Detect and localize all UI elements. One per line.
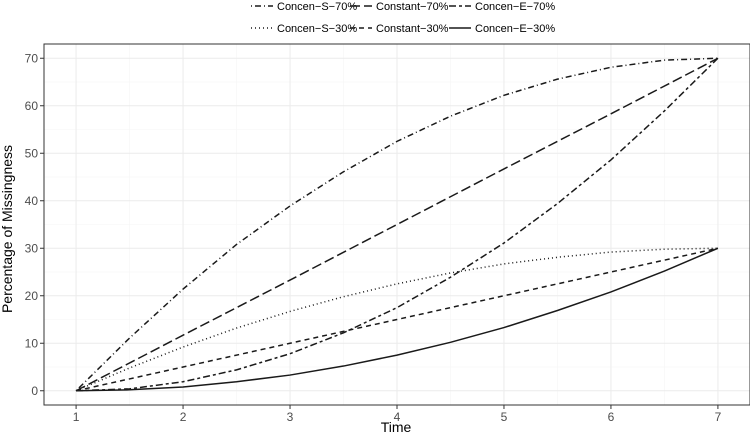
x-tick-label: 2: [180, 410, 187, 424]
legend-label: Concen−E−70%: [475, 1, 555, 13]
legend-item: Concen−E−70%: [449, 1, 555, 13]
y-tick-label: 60: [25, 99, 39, 113]
series-line: [76, 247, 719, 392]
plot-panel: [44, 44, 750, 405]
y-tick-label: 10: [25, 336, 39, 350]
legend-item: Concen−E−30%: [449, 23, 555, 35]
x-axis-title: Time: [381, 419, 412, 435]
x-tick-label: 1: [73, 410, 80, 424]
series-line: [76, 57, 719, 392]
legend-label: Concen−S−70%: [277, 1, 357, 13]
legend-label: Constant−30%: [376, 23, 449, 35]
legend-item: Constant−70%: [350, 1, 449, 13]
legend-label: Concen−E−30%: [475, 23, 555, 35]
series-line: [75, 247, 719, 392]
y-tick-label: 50: [25, 146, 39, 160]
legend-item: Constant−30%: [350, 23, 449, 35]
legend-item: Concen−S−30%: [251, 23, 357, 35]
legend-item: Concen−S−70%: [251, 1, 357, 13]
y-axis-title: Percentage of Missingness: [0, 145, 15, 313]
legend: Concen−S−70% Constant−70% Concen−E−70% Conc…: [251, 1, 555, 35]
x-tick-label: 5: [501, 410, 508, 424]
legend-label: Constant−70%: [376, 1, 449, 13]
y-tick-label: 70: [25, 51, 39, 65]
x-tick-label: 6: [608, 410, 615, 424]
x-tick-label: 3: [287, 410, 294, 424]
series-layer: [75, 57, 719, 392]
x-tick-label: 7: [715, 410, 722, 424]
y-tick-label: 0: [31, 384, 38, 398]
legend-label: Concen−S−30%: [277, 23, 357, 35]
y-tick-label: 20: [25, 289, 39, 303]
y-tick-label: 40: [25, 194, 39, 208]
y-tick-label: 30: [25, 241, 39, 255]
series-line: [75, 57, 719, 392]
series-line: [75, 57, 718, 392]
x-tick-label: 4: [394, 410, 401, 424]
